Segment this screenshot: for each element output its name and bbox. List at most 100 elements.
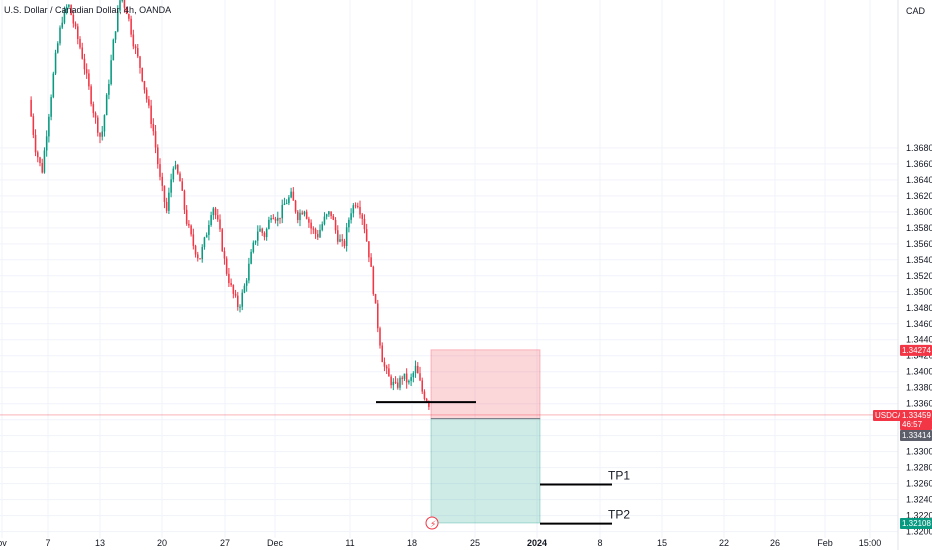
y-tick-label: 1.36400 — [906, 175, 932, 185]
candle-body — [165, 201, 168, 211]
candle-body — [221, 229, 223, 252]
price-tag-label: USDCAD — [875, 411, 909, 420]
candle-body — [359, 206, 361, 215]
candle-body — [103, 115, 106, 132]
price-tag-label: 46:57 — [902, 420, 923, 429]
candle-body — [105, 94, 108, 116]
candle-body — [99, 132, 101, 137]
candle-body — [97, 117, 99, 133]
price-tag — [900, 344, 932, 356]
candle-body — [130, 18, 132, 35]
svg-text:⚡: ⚡ — [430, 520, 436, 530]
candle-body — [299, 212, 301, 221]
x-tick-label: Dec — [267, 538, 284, 548]
candle-body — [261, 228, 263, 233]
y-tick-label: 1.36800 — [906, 143, 932, 153]
candle-body — [50, 97, 52, 117]
candle-body — [143, 81, 146, 90]
candle-body — [101, 131, 103, 137]
x-tick-label: Feb — [817, 538, 833, 548]
x-tick-label: ov — [0, 538, 7, 548]
price-tag — [873, 409, 901, 421]
candle-body — [305, 211, 308, 219]
candle-body — [223, 251, 226, 259]
currency-label[interactable]: CAD — [906, 6, 926, 16]
candle-body — [412, 373, 415, 378]
candle-body — [248, 263, 250, 281]
candle-body — [228, 273, 230, 284]
candle-body — [185, 209, 188, 224]
candle-body — [361, 214, 363, 219]
position-tool — [0, 349, 898, 524]
candle-body — [59, 27, 61, 44]
candle-body — [117, 10, 119, 32]
candle-body — [32, 116, 35, 135]
candle-body — [343, 240, 346, 247]
candle-body — [250, 251, 252, 264]
candle-body — [372, 266, 375, 294]
candle-body — [112, 39, 115, 61]
price-tag-label: 1.34274 — [902, 346, 931, 355]
candle-body — [61, 22, 63, 28]
candle-body — [394, 381, 397, 383]
candle-body — [79, 38, 81, 48]
candle-body — [397, 382, 399, 388]
candle-body — [174, 165, 177, 169]
candle-body — [381, 345, 383, 363]
candle-body — [183, 190, 186, 210]
candle-body — [188, 223, 190, 226]
candle-body — [94, 113, 97, 118]
candle-body — [161, 176, 163, 186]
candle-body — [337, 230, 339, 242]
candle-body — [83, 58, 86, 70]
candle-body — [45, 136, 48, 151]
candle-body — [332, 216, 335, 220]
candle-body — [68, 4, 70, 7]
candle-body — [63, 9, 66, 23]
candle-body — [177, 165, 179, 174]
candle-body — [292, 191, 295, 201]
grid — [0, 0, 898, 538]
candle-body — [312, 228, 315, 230]
candle-body — [328, 211, 330, 215]
y-tick-label: 1.32800 — [906, 463, 932, 473]
candle-body — [379, 328, 381, 346]
candle-body — [199, 258, 201, 260]
candle-body — [125, 7, 128, 15]
candle-body — [245, 280, 248, 286]
candle-body — [205, 234, 208, 238]
candle-body — [239, 306, 241, 308]
candle-body — [152, 123, 155, 132]
candle-body — [410, 377, 412, 381]
candle-body — [334, 219, 337, 231]
candle-body — [37, 152, 39, 158]
level-label[interactable]: TP1 — [608, 468, 630, 482]
candle-body — [354, 205, 357, 207]
x-tick-label: 27 — [220, 538, 230, 548]
candle-body — [170, 179, 172, 193]
candle-body — [408, 380, 410, 383]
y-tick-label: 1.34000 — [906, 367, 932, 377]
y-tick-label: 1.32400 — [906, 495, 932, 505]
candle-body — [325, 214, 328, 217]
candle-body — [285, 203, 288, 205]
candle-body — [297, 211, 299, 221]
candle-body — [121, 0, 123, 1]
x-tick-label: 7 — [45, 538, 50, 548]
level-label[interactable]: TP2 — [608, 508, 630, 522]
candle-body — [30, 99, 32, 117]
stop-loss-zone — [430, 349, 541, 420]
candle-body — [423, 391, 426, 399]
candle-body — [319, 229, 321, 238]
candle-body — [330, 211, 332, 217]
event-icon[interactable]: ⚡ — [425, 516, 439, 530]
candle-body — [259, 228, 261, 232]
candle-body — [263, 232, 266, 238]
chart-title: U.S. Dollar / Canadian Dollar, 4h, OANDA — [4, 5, 171, 15]
candle-body — [294, 200, 297, 212]
candle-body — [370, 257, 372, 267]
candle-body — [277, 217, 279, 221]
price-axis: 1.36800 1.36600 1.36400 1.36200 1.36000 1.358… — [906, 143, 932, 537]
